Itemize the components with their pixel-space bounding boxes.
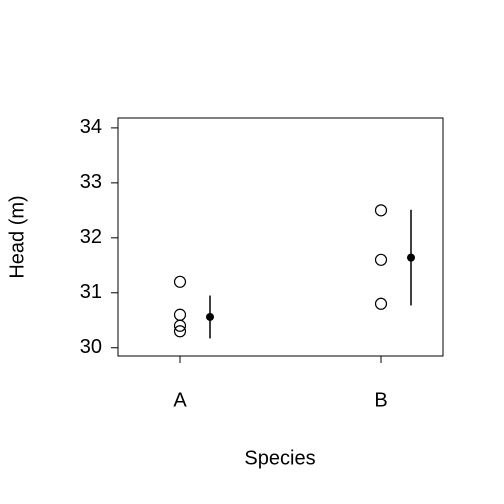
y-tick-label: 34 bbox=[80, 116, 102, 138]
x-tick-label: A bbox=[173, 389, 187, 411]
y-tick-label: 32 bbox=[80, 226, 102, 248]
y-tick-label: 33 bbox=[80, 171, 102, 193]
y-tick-label: 31 bbox=[80, 281, 102, 303]
y-tick-label: 30 bbox=[80, 336, 102, 358]
data-point bbox=[173, 275, 187, 288]
data-point bbox=[173, 319, 187, 332]
data-point bbox=[374, 204, 388, 217]
plot-frame bbox=[117, 117, 444, 357]
data-point bbox=[374, 297, 388, 310]
data-point bbox=[374, 253, 388, 266]
data-point bbox=[173, 325, 187, 338]
x-tick-label: B bbox=[374, 389, 387, 411]
x-axis-label: Species bbox=[244, 447, 315, 469]
mean-point bbox=[206, 312, 214, 321]
y-axis-label: Head (m) bbox=[6, 195, 28, 278]
mean-point bbox=[407, 253, 415, 262]
data-point bbox=[173, 308, 187, 321]
